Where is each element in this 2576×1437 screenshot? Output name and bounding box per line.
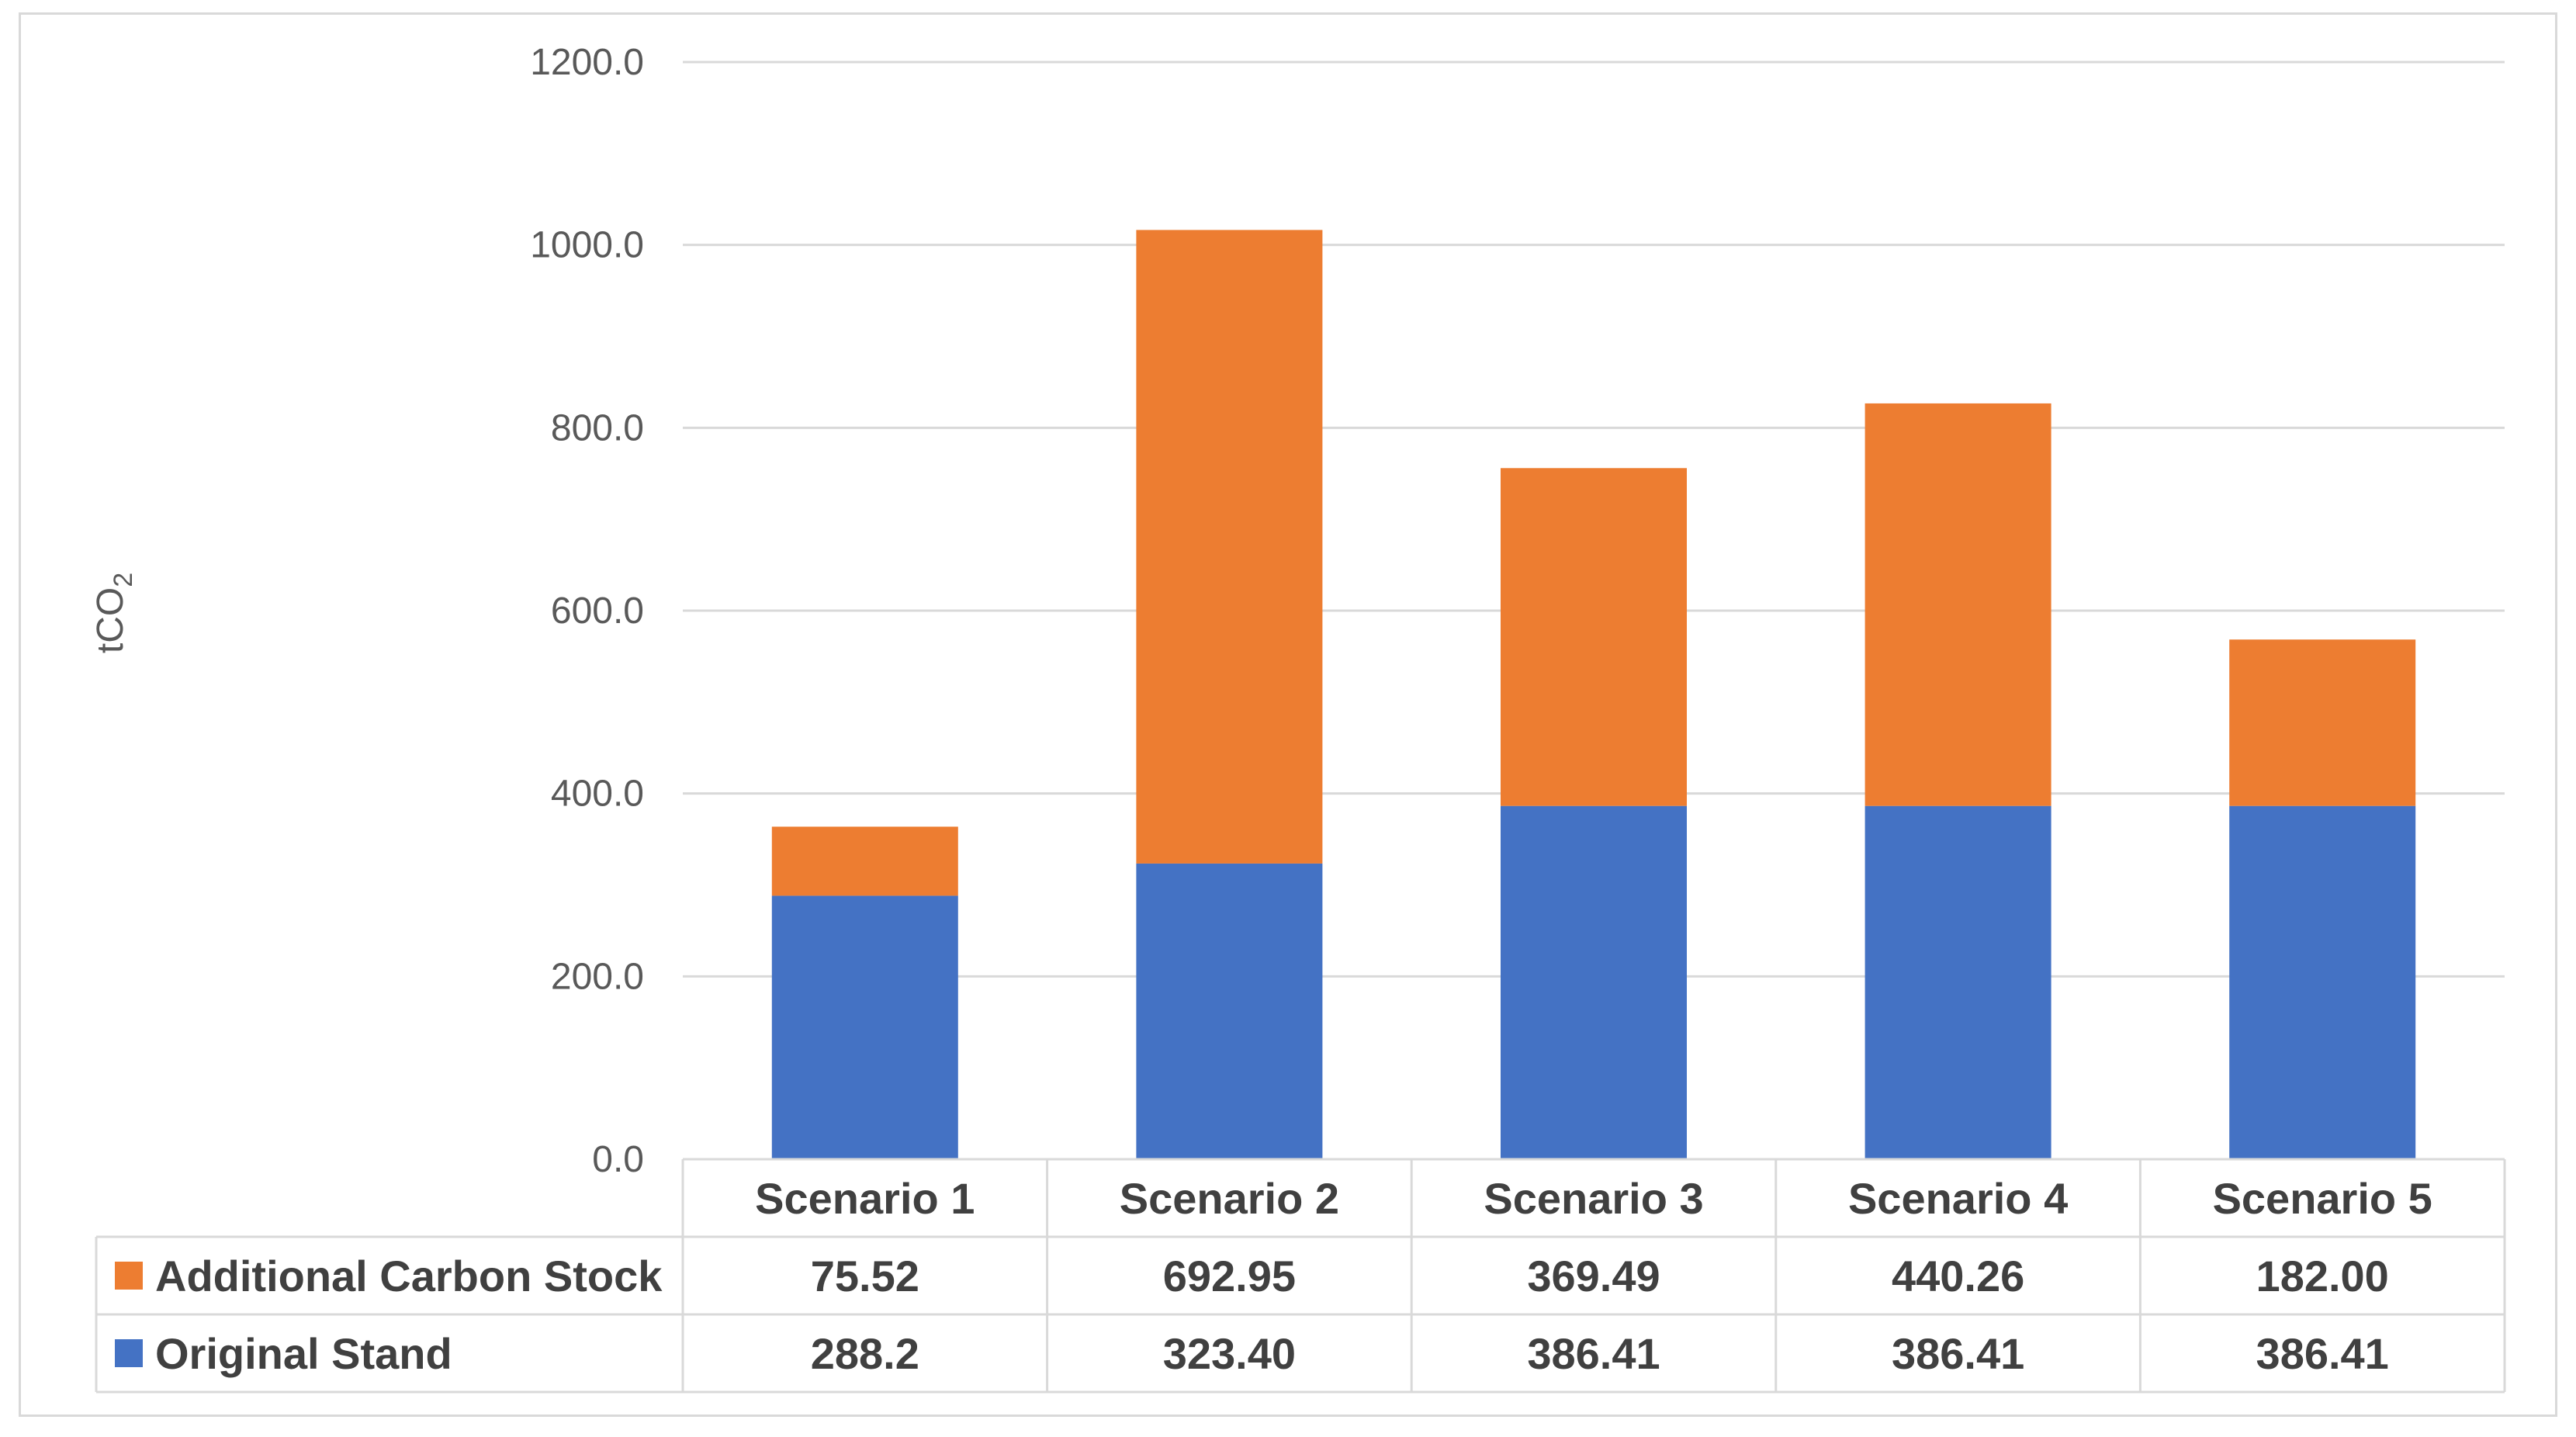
bars [771,230,2416,1159]
table-cell-value: 182.00 [2256,1252,2389,1300]
bar-original-stand [2229,805,2416,1159]
bar-additional-carbon-stock [1136,230,1323,864]
y-tick-label: 0.0 [592,1139,644,1180]
table-cell-value: 386.41 [2256,1329,2389,1378]
table-cell-value: 288.2 [811,1329,919,1378]
y-axis-title-subscript: 2 [109,573,138,587]
x-category-label: Scenario 5 [2213,1174,2432,1223]
table-cell-value: 369.49 [1527,1252,1660,1300]
bar-original-stand [1501,805,1687,1159]
y-tick-label: 1200.0 [530,42,644,83]
table-cell-value: 386.41 [1892,1329,2024,1378]
x-category-label: Scenario 4 [1848,1174,2068,1223]
data-table: Scenario 1 Scenario 2 Scenario 3 Scenario 4… [95,1158,2506,1394]
y-tick-label: 400.0 [551,774,644,815]
y-axis: 0.0 200.0 400.0 600.0 800.0 1000.0 1200.0 [530,42,644,1180]
bar-additional-carbon-stock [2229,639,2416,806]
table-cell-value: 323.40 [1163,1329,1296,1378]
table-cell-value: 75.52 [811,1252,919,1300]
bar-original-stand [1136,863,1323,1159]
y-axis-title-main: tCO [90,587,131,653]
bar-additional-carbon-stock [1864,403,2051,806]
y-tick-label: 1000.0 [530,225,644,266]
bar-additional-carbon-stock [1501,468,1687,806]
gridlines [683,61,2505,978]
y-tick-label: 800.0 [551,407,644,448]
y-tick-label: 600.0 [551,590,644,632]
bar-original-stand [771,895,958,1159]
y-axis-title: tCO2 [90,573,138,653]
legend-label: Additional Carbon Stock [155,1252,663,1300]
x-category-label: Scenario 3 [1484,1174,1703,1223]
bar-additional-carbon-stock [771,826,958,896]
bar-original-stand [1864,805,2051,1159]
table-cell-value: 386.41 [1527,1329,1660,1378]
legend-swatch [115,1339,143,1367]
x-category-label: Scenario 1 [755,1174,975,1223]
x-category-label: Scenario 2 [1120,1174,1339,1223]
table-cell-value: 692.95 [1163,1252,1296,1300]
legend-swatch [115,1262,143,1290]
legend-label: Original Stand [155,1329,452,1378]
y-tick-label: 200.0 [551,956,644,997]
table-cell-value: 440.26 [1892,1252,2024,1300]
